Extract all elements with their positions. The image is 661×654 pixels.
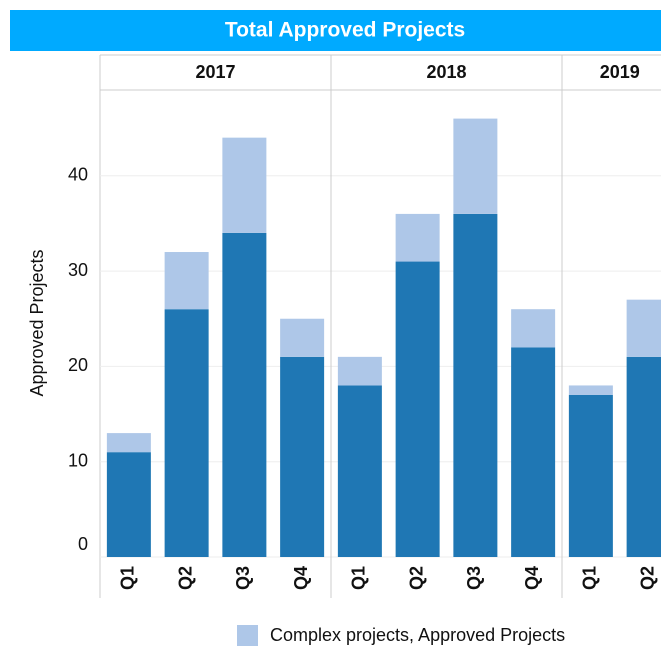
- bar-segment: [164, 309, 209, 557]
- bar-segment: [453, 213, 498, 558]
- bar-segment: [568, 385, 613, 395]
- bar-segment: [626, 356, 661, 557]
- x-tick-label: Q4: [522, 566, 542, 590]
- bar-segment: [280, 356, 325, 557]
- x-tick-label: Q4: [291, 566, 311, 590]
- bar-segment: [395, 261, 440, 557]
- x-tick-label: Q2: [406, 566, 426, 590]
- bar-segment: [222, 137, 267, 233]
- y-tick-label: 0: [78, 534, 88, 554]
- x-tick-label: Q2: [637, 566, 657, 590]
- y-tick-label: 30: [68, 260, 88, 280]
- x-tick-label: Q3: [233, 566, 253, 590]
- y-axis-label: Approved Projects: [27, 249, 47, 396]
- bar-segment: [222, 232, 267, 558]
- x-tick-label: Q2: [175, 566, 195, 590]
- legend-swatch: [237, 625, 258, 646]
- bar-segment: [337, 385, 382, 557]
- group-label: 2017: [195, 62, 235, 82]
- group-label: 2018: [426, 62, 466, 82]
- bar-segment: [568, 394, 613, 557]
- bar-segment: [626, 299, 661, 357]
- group-label: 2019: [600, 62, 640, 82]
- bar-segment: [106, 452, 151, 557]
- bar-segment: [164, 252, 209, 310]
- bar-segment: [511, 347, 556, 557]
- bar-segment: [453, 118, 498, 214]
- bar-segment: [511, 309, 556, 348]
- y-tick-label: 10: [68, 450, 88, 470]
- bar-segment: [106, 433, 151, 453]
- x-tick-label: Q1: [349, 566, 369, 590]
- bar-segment: [280, 318, 325, 357]
- bar-segment: [337, 356, 382, 386]
- y-tick-label: 40: [68, 165, 88, 185]
- x-tick-label: Q1: [580, 566, 600, 590]
- x-tick-label: Q3: [464, 566, 484, 590]
- x-tick-label: Q1: [118, 566, 138, 590]
- chart-title: Total Approved Projects: [225, 19, 465, 42]
- title-bar: [10, 10, 661, 51]
- bar-segment: [395, 213, 440, 262]
- y-tick-label: 20: [68, 355, 88, 375]
- legend-label: Complex projects, Approved Projects: [270, 625, 565, 645]
